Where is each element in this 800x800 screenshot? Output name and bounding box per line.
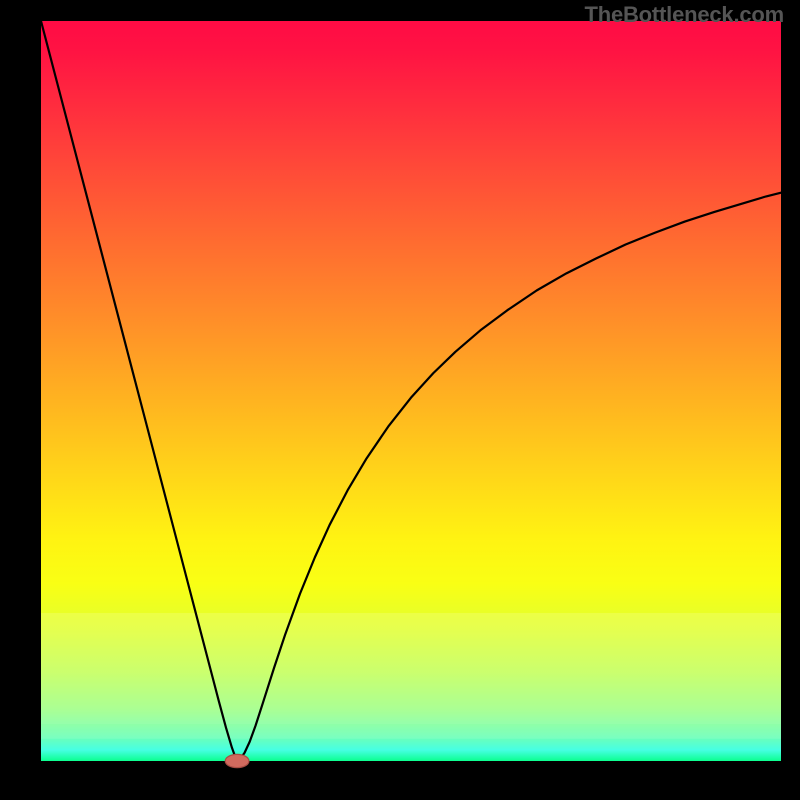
plot-highlight-band xyxy=(41,613,781,724)
chart-container: TheBottleneck.com xyxy=(0,0,800,800)
plot-highlight-band xyxy=(41,724,781,739)
watermark-text: TheBottleneck.com xyxy=(584,2,784,28)
optimal-marker xyxy=(225,754,249,767)
bottleneck-chart xyxy=(0,0,800,800)
